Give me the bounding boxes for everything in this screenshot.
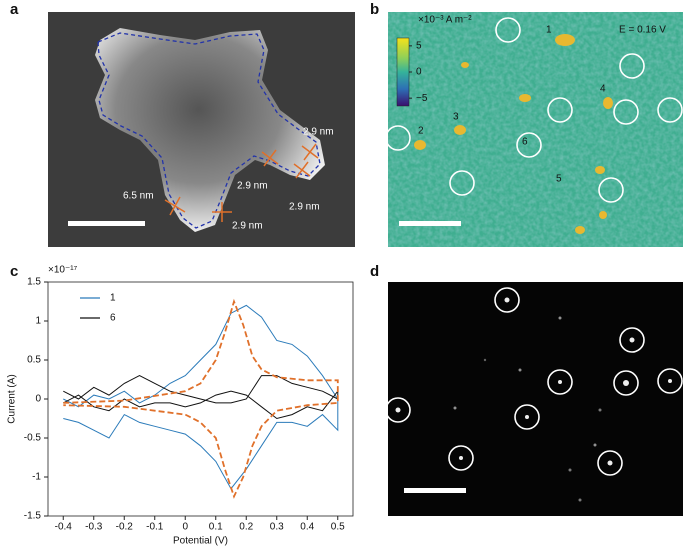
annotation: 6.5 nm [123,191,154,202]
y-axis-label: Current (A) [7,374,18,423]
line-series [63,375,339,420]
y-tick-label: 0 [35,394,41,405]
annotation: 2.9 nm [232,221,263,232]
colorbar-tick-label: 0 [416,67,422,78]
annotation: 2.9 nm [237,181,268,192]
x-tick-label: 0.1 [209,522,223,533]
legend-label: 6 [110,313,116,324]
x-tick-label: -0.2 [116,522,134,533]
x-tick-label: 0 [182,522,188,533]
optical-image [388,282,683,516]
x-tick-label: 0.5 [331,522,345,533]
particle-circles [385,287,683,476]
bright-spots [395,297,672,502]
outline [97,32,321,229]
panel-label: d [370,263,379,280]
particle-circles [385,17,683,203]
y-tick-label: -1.5 [24,511,42,522]
x-tick-label: 0.2 [239,522,253,533]
x-axis-label: Potential (V) [173,536,228,547]
nanoparticle [95,28,325,232]
hotspots [414,34,613,234]
particle-label: 4 [600,84,606,95]
annotation: 2.9 nm [303,127,334,138]
x-tick-label: 0.3 [270,522,284,533]
particle-label: 1 [546,25,552,36]
y-tick-label: -0.5 [24,433,42,444]
particle-label: 5 [556,174,562,185]
panel-label: b [370,1,379,18]
scale-bar [399,221,461,226]
y-scale-label: ×10⁻¹⁷ [48,265,78,276]
x-tick-label: 0.4 [300,522,314,533]
x-tick-label: -0.4 [55,522,73,533]
scale-bar [68,221,145,226]
legend-label: 1 [110,293,116,304]
y-tick-label: 0.5 [27,355,41,366]
line-series [63,304,339,490]
colorbar-label: ×10⁻³ A m⁻² [418,15,472,26]
particle-label: 2 [418,126,424,137]
particle-label: 3 [453,112,459,123]
x-tick-label: -0.1 [146,522,164,533]
y-tick-label: -1 [32,472,41,483]
x-tick-label: -0.3 [85,522,103,533]
annotation: 2.9 nm [289,202,320,213]
map-noise [388,12,683,247]
particle-label: 6 [522,137,528,148]
panel-label: a [10,1,19,18]
line-series [63,298,339,499]
y-tick-label: 1 [35,316,41,327]
colorbar [396,37,410,107]
panel-label: c [10,263,18,280]
y-tick-label: 1.5 [27,277,41,288]
colorbar-tick-label: −5 [416,93,428,104]
potential-label: E = 0.16 V [619,25,666,36]
colorbar-tick-label: 5 [416,40,422,51]
scale-bar [404,488,466,493]
measure-marks [164,143,319,222]
